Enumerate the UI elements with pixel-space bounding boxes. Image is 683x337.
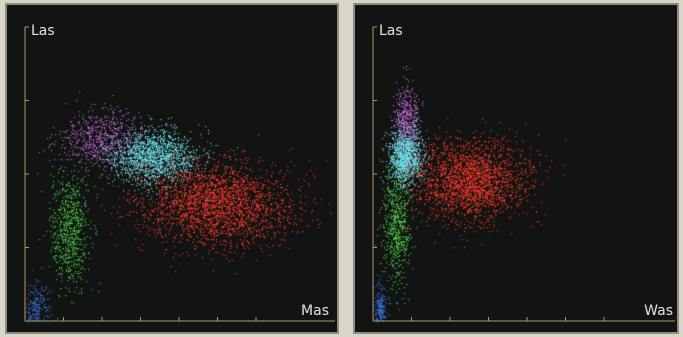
scatter-points [7, 5, 337, 332]
y-axis-label: Las [31, 23, 55, 39]
plot-axes [372, 26, 675, 322]
y-axis-label: Las [379, 23, 403, 39]
scatter-plot-las-vs-was: Las Was [353, 3, 679, 334]
plot-axes [24, 26, 335, 322]
scatter-points [355, 5, 677, 332]
x-axis-label: Mas [301, 303, 329, 319]
scatter-plot-las-vs-mas: Las Mas [5, 3, 339, 334]
x-axis-label: Was [644, 303, 673, 319]
